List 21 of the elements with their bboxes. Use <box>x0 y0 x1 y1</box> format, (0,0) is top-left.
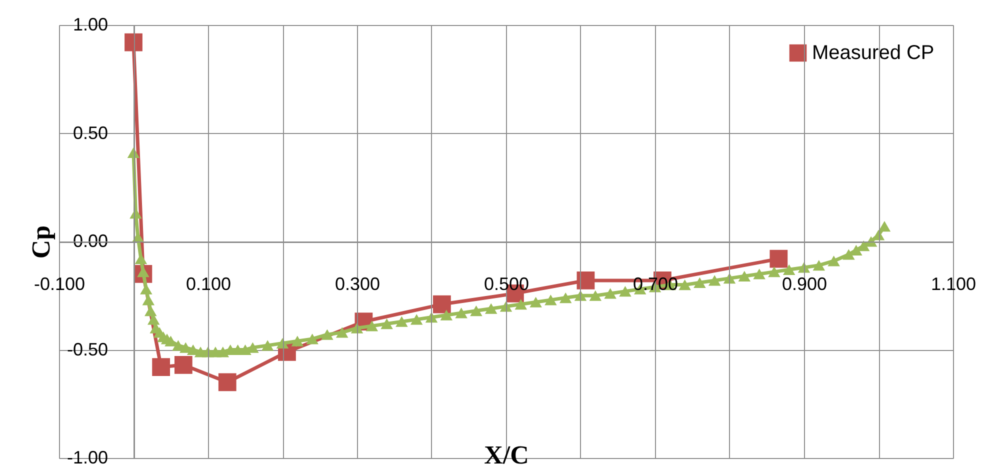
y-axis-title: Cp <box>26 225 56 259</box>
point <box>218 373 236 392</box>
legend-label: Measured CP <box>812 42 934 64</box>
x-tick-label: 0.100 <box>186 274 232 294</box>
y-tick-label: -1.00 <box>66 448 108 468</box>
point <box>124 33 142 52</box>
x-tick-label: 0.500 <box>484 274 530 294</box>
x-tick-label: 0.900 <box>782 274 828 294</box>
point <box>174 356 192 374</box>
y-tick-label: -0.50 <box>66 339 108 360</box>
point <box>576 272 595 290</box>
point <box>432 295 451 314</box>
y-tick-label: 0.50 <box>72 122 108 143</box>
x-tick-label: 0.300 <box>334 274 380 294</box>
point <box>152 358 170 376</box>
x-tick-label: 0.700 <box>632 274 678 294</box>
x-tick-label: 1.100 <box>930 274 976 294</box>
point <box>770 250 788 268</box>
x-axis-title: X/C <box>484 440 529 470</box>
x-tick-label: -0.100 <box>34 274 86 294</box>
y-tick-label: 1.00 <box>72 14 108 34</box>
